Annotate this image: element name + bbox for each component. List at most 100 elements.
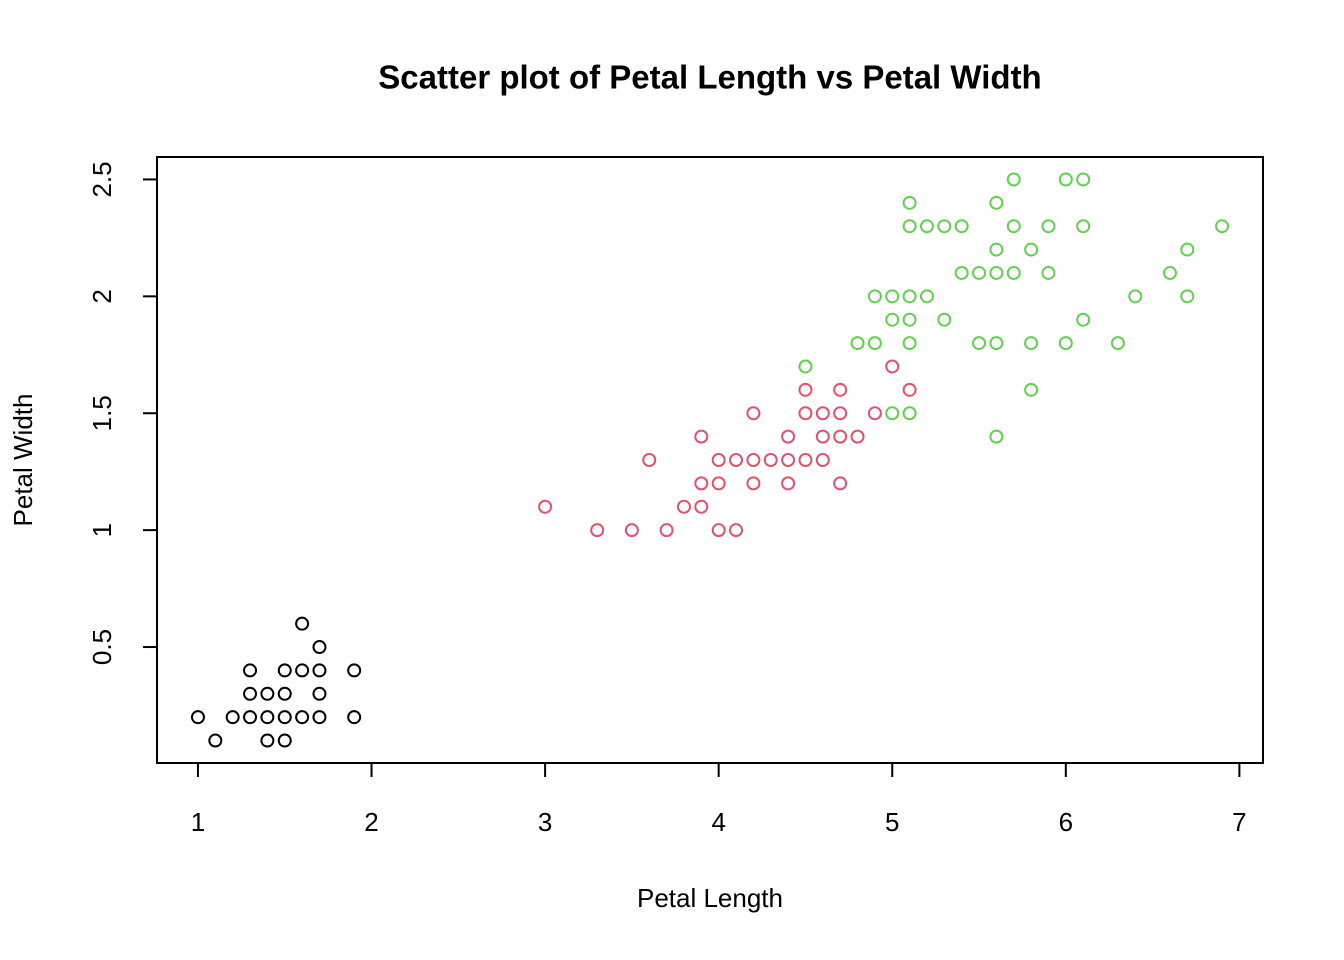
x-tick-label: 1 [191, 807, 205, 837]
point [347, 710, 362, 725]
x-tick-label: 2 [364, 807, 378, 837]
point [312, 710, 327, 725]
point [902, 382, 917, 397]
x-tick-label: 3 [538, 807, 552, 837]
point [1180, 289, 1195, 304]
point [954, 265, 969, 280]
point [277, 686, 292, 701]
point [798, 382, 813, 397]
point [190, 710, 205, 725]
point [746, 453, 761, 467]
point [867, 336, 882, 351]
point [729, 523, 744, 538]
point [781, 476, 796, 491]
point [260, 710, 275, 725]
point [243, 686, 258, 701]
point [1180, 242, 1195, 257]
point [937, 312, 952, 327]
point [694, 429, 709, 444]
point [902, 195, 917, 210]
point [798, 359, 813, 374]
point [1024, 336, 1039, 351]
x-tick-label: 4 [711, 807, 725, 837]
point [225, 710, 240, 725]
point [867, 406, 882, 421]
point [815, 453, 830, 467]
point [260, 686, 275, 701]
point [1128, 289, 1143, 304]
point [1041, 265, 1056, 280]
y-axis-label: Petal Width [8, 394, 38, 527]
point [815, 429, 830, 444]
point [295, 663, 310, 678]
point [711, 476, 726, 491]
point [798, 453, 813, 467]
point [694, 499, 709, 514]
point [1110, 336, 1125, 351]
point [277, 733, 292, 748]
point [711, 453, 726, 467]
point [850, 336, 865, 351]
point [833, 476, 848, 491]
point [1162, 265, 1177, 280]
chart-title: Scatter plot of Petal Length vs Petal Wi… [378, 59, 1041, 96]
point [902, 336, 917, 351]
y-tick-label: 2 [87, 289, 117, 303]
point [989, 242, 1004, 257]
point [989, 429, 1004, 444]
point [347, 663, 362, 678]
point [781, 453, 796, 467]
point [243, 710, 258, 725]
point [1024, 242, 1039, 257]
point [989, 265, 1004, 280]
point [902, 219, 917, 234]
point [833, 429, 848, 444]
point [833, 382, 848, 397]
point [1041, 219, 1056, 234]
point [277, 710, 292, 725]
point [798, 406, 813, 421]
point [1058, 172, 1073, 187]
point [763, 453, 778, 467]
point [260, 733, 275, 748]
point [867, 289, 882, 304]
point [781, 429, 796, 444]
point [1024, 382, 1039, 397]
point [902, 289, 917, 304]
point [243, 663, 258, 678]
point [538, 499, 553, 514]
point [902, 312, 917, 327]
point [902, 406, 917, 421]
point [937, 219, 952, 234]
x-tick-label: 7 [1232, 807, 1246, 837]
x-tick-label: 6 [1059, 807, 1073, 837]
point [885, 359, 900, 374]
y-tick-label: 2.5 [87, 161, 117, 197]
point [295, 616, 310, 631]
point [1058, 336, 1073, 351]
point [972, 265, 987, 280]
point [624, 523, 639, 538]
point [711, 523, 726, 538]
point [1076, 312, 1091, 327]
point [312, 686, 327, 701]
point [590, 523, 605, 538]
point [312, 663, 327, 678]
point [1006, 172, 1021, 187]
point [885, 406, 900, 421]
point [833, 406, 848, 421]
point [972, 336, 987, 351]
x-axis-label: Petal Length [637, 883, 783, 913]
point [885, 289, 900, 304]
point [277, 663, 292, 678]
point [1006, 219, 1021, 234]
point [919, 219, 934, 234]
point [642, 453, 657, 467]
point [850, 429, 865, 444]
point [312, 640, 327, 655]
point [989, 336, 1004, 351]
point [885, 312, 900, 327]
point [815, 406, 830, 421]
